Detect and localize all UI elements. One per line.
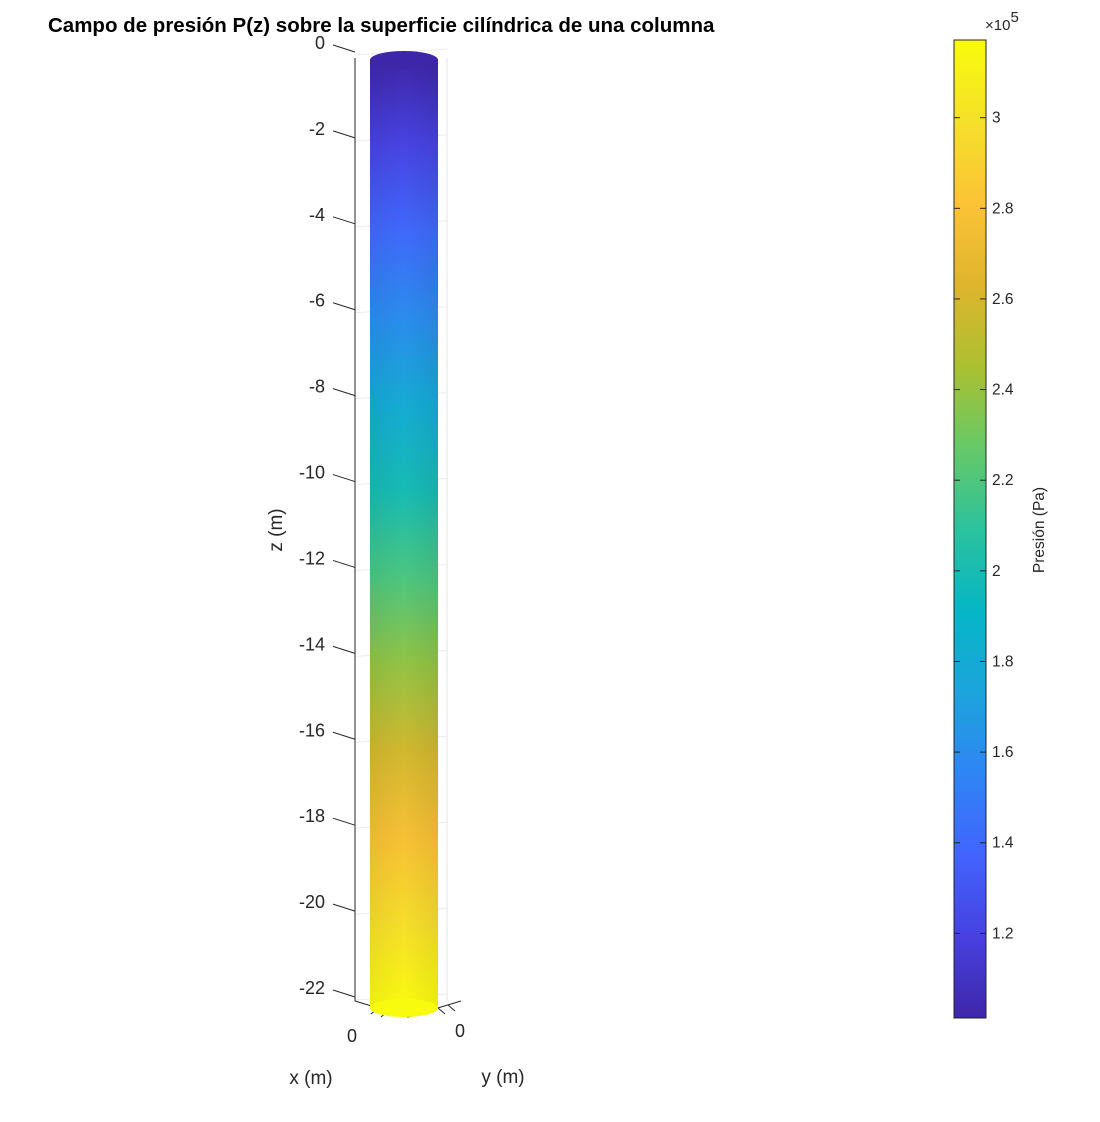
- column-bottom-cap: [370, 999, 438, 1017]
- z-tick-mark: [332, 216, 356, 225]
- colorbar-tick-label: 2.8: [992, 200, 1014, 217]
- colorbar-label: Presión (Pa): [1031, 487, 1048, 573]
- z-tick-mark: [332, 817, 356, 826]
- colorbar-tick-label: 3: [992, 110, 1001, 127]
- colorbar-exponent-prefix: ×10: [985, 17, 1010, 34]
- z-tick-label: 0: [315, 33, 325, 53]
- z-tick-mark: [332, 130, 356, 139]
- z-tick-label: -8: [309, 377, 325, 397]
- column-top-cap: [370, 51, 438, 69]
- y-axis-label: y (m): [481, 1067, 524, 1088]
- z-tick-label: -16: [299, 720, 325, 740]
- z-tick-mark: [332, 645, 356, 654]
- z-tick-mark: [332, 559, 356, 568]
- colorbar-tick-label: 2.4: [992, 382, 1014, 399]
- z-tick-mark: [332, 731, 356, 740]
- z-ticks: 0 -2 -4 -6 -8 -10 -12 -14 -16 -18 -20 -22: [299, 33, 356, 998]
- y-tick: 0: [437, 1004, 465, 1041]
- z-tick-mark: [332, 44, 356, 53]
- z-tick-label: -4: [309, 205, 325, 225]
- colorbar-tick-label: 2.6: [992, 291, 1014, 308]
- x-tick-label: 0: [347, 1026, 357, 1046]
- colorbar-gradient-bar: [953, 39, 987, 1019]
- colorbar-tick-label: 1.4: [992, 835, 1014, 852]
- chart-title: Campo de presión P(z) sobre la superfici…: [48, 14, 715, 37]
- colorbar-tick-label: 2: [992, 563, 1001, 580]
- colorbar-tick-label: 1.8: [992, 653, 1014, 670]
- z-axis-label: z (m): [266, 508, 287, 551]
- colorbar-ticks: 1.2 1.4 1.6 1.8 2 2.2 2.4 2.6 2.8 3: [954, 110, 1014, 942]
- colorbar-tick-label: 1.6: [992, 744, 1014, 761]
- z-tick-label: -2: [309, 119, 325, 139]
- z-tick-mark: [332, 474, 356, 483]
- colorbar-exponent-power: 5: [1010, 9, 1018, 26]
- z-tick-label: -10: [299, 463, 325, 483]
- colorbar-tick-label: 2.2: [992, 472, 1014, 489]
- z-tick-label: -14: [299, 634, 325, 654]
- z-tick-label: -6: [309, 291, 325, 311]
- z-tick-label: -12: [299, 548, 325, 568]
- pressure-column-surface: [370, 51, 438, 1017]
- z-tick-mark: [332, 302, 356, 311]
- column-shading: [370, 60, 438, 1008]
- z-tick-label: -18: [299, 806, 325, 826]
- colorbar-tick-label: 1.2: [992, 925, 1014, 942]
- x-axis-label: x (m): [289, 1068, 332, 1089]
- z-tick-mark: [332, 388, 356, 397]
- z-tick-mark: [332, 989, 356, 998]
- z-tick-label: -20: [299, 892, 325, 912]
- colorbar-exponent: ×105: [985, 9, 1019, 34]
- colorbar: 1.2 1.4 1.6 1.8 2 2.2 2.4 2.6 2.8 3 ×105 Presión …: [953, 9, 1048, 1019]
- z-tick-label: -22: [299, 978, 325, 998]
- y-tick-label: 0: [455, 1021, 465, 1041]
- z-tick-mark: [332, 903, 356, 912]
